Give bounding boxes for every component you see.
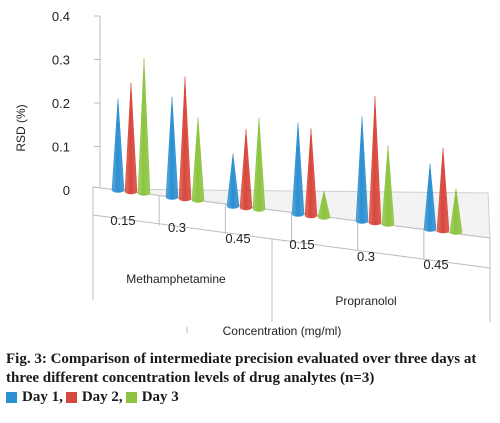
cone-day1-5 <box>423 163 437 232</box>
cone-day3-5 <box>449 188 463 235</box>
y-tick-label: 0.2 <box>52 96 70 111</box>
group-label: Methamphetamine <box>126 272 226 286</box>
cone-day2-5 <box>436 147 450 234</box>
cone-chart-svg: 0 0.1 0.2 0.3 0.4 RSD (%) 0.15 0.3 0.45 0.15 0.3 0.… <box>14 9 491 338</box>
cone-day3-1 <box>191 117 205 203</box>
legend-swatch-day2 <box>65 392 77 403</box>
legend-swatch-day1 <box>6 392 17 403</box>
y-tick-label: 0 <box>63 183 70 198</box>
cone-day3-2 <box>252 117 266 212</box>
category-label: 0.15 <box>289 237 314 252</box>
category-label: 0.15 <box>110 213 135 228</box>
cone-day2-0 <box>124 82 138 195</box>
cone-day2-3 <box>304 128 318 219</box>
cone-day1-2 <box>226 153 240 209</box>
cone-day1-4 <box>355 116 369 224</box>
x-axis-title: Concentration (mg/ml) <box>223 324 342 338</box>
category-label: 0.45 <box>423 257 448 272</box>
cone-day1-0 <box>111 98 125 193</box>
cone-day1-3 <box>291 122 305 217</box>
cone-day3-3 <box>317 190 331 220</box>
cone-day2-2 <box>239 129 253 211</box>
group-label: Propranolol <box>335 294 396 308</box>
category-label: 0.45 <box>225 231 250 246</box>
figure-caption: Fig. 3: Comparison of intermediate preci… <box>6 350 494 407</box>
cone-day1-1 <box>165 96 179 200</box>
y-tick-label: 0.3 <box>52 53 70 68</box>
y-axis-title: RSD (%) <box>14 104 28 151</box>
legend-label-day3: Day 3 <box>141 389 179 405</box>
cone-day2-1 <box>178 76 192 202</box>
category-label: 0.3 <box>168 220 186 235</box>
legend-label-day2: Day 2, <box>81 389 123 405</box>
y-tick-label: 0.4 <box>52 9 70 24</box>
caption-legend: Day 1, Day 2, Day 3 <box>6 388 494 407</box>
cone-day3-0 <box>137 58 151 196</box>
y-tick-label: 0.1 <box>52 140 70 155</box>
legend-label-day1: Day 1, <box>22 389 63 405</box>
caption-text: Fig. 3: Comparison of intermediate preci… <box>6 351 477 386</box>
cone-day3-4 <box>381 145 395 227</box>
chart: 0 0.1 0.2 0.3 0.4 RSD (%) 0.15 0.3 0.45 0.15 0.3 0.… <box>14 9 491 338</box>
legend-swatch-day3 <box>125 392 137 403</box>
cone-day2-4 <box>368 96 382 226</box>
category-label: 0.3 <box>357 249 375 264</box>
